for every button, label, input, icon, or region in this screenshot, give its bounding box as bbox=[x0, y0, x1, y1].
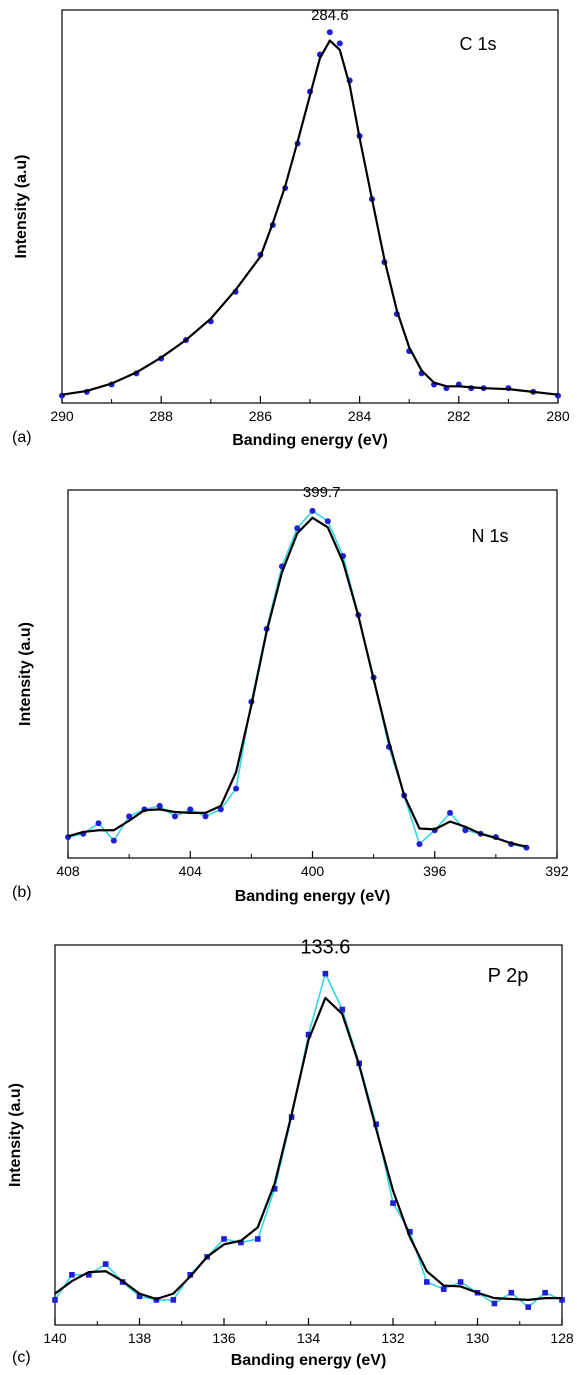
data-point bbox=[187, 1272, 193, 1278]
data-point bbox=[424, 1279, 430, 1285]
peak-label: 399.7 bbox=[303, 484, 341, 501]
data-point bbox=[136, 1293, 143, 1300]
data-point bbox=[221, 1236, 227, 1242]
x-tick-label: 396 bbox=[423, 863, 447, 879]
peak-label: 133.6 bbox=[300, 937, 350, 959]
x-tick-label: 134 bbox=[297, 1330, 321, 1346]
data-point bbox=[294, 525, 301, 532]
x-tick-label: 140 bbox=[43, 1330, 67, 1346]
panel-tag: (a) bbox=[12, 429, 32, 446]
x-tick-label: 404 bbox=[179, 863, 203, 879]
data-point bbox=[373, 1121, 379, 1128]
x-axis-label: Banding energy (eV) bbox=[231, 1352, 387, 1369]
raw-data-line bbox=[54, 971, 563, 1309]
data-point bbox=[525, 1304, 531, 1310]
data-point bbox=[416, 841, 423, 848]
data-point bbox=[407, 1228, 413, 1235]
data-point bbox=[102, 1261, 109, 1267]
data-point bbox=[271, 1185, 278, 1192]
x-tick-label: 408 bbox=[56, 863, 80, 879]
fit-curve bbox=[67, 516, 527, 848]
data-point bbox=[390, 1200, 396, 1206]
data-point bbox=[171, 813, 178, 820]
data-point bbox=[309, 507, 316, 514]
data-point bbox=[559, 1297, 565, 1303]
data-point bbox=[95, 820, 102, 827]
data-point bbox=[339, 1006, 346, 1013]
x-tick-label: 132 bbox=[381, 1330, 405, 1346]
spectrum-title: N 1s bbox=[471, 526, 508, 546]
x-tick-label: 392 bbox=[545, 863, 569, 879]
data-point bbox=[324, 518, 331, 525]
spectrum-title: P 2p bbox=[488, 965, 529, 987]
fit-curve bbox=[54, 996, 562, 1302]
x-axis-label: Banding energy (eV) bbox=[235, 888, 391, 905]
data-point bbox=[156, 802, 163, 809]
fit-curve bbox=[61, 39, 559, 396]
data-point bbox=[217, 806, 224, 813]
data-point bbox=[491, 1300, 498, 1307]
data-point bbox=[170, 1297, 177, 1303]
panel-b-n1s: 408 404 400 396 392 399.7 N 1s Banding energy (… bbox=[12, 484, 569, 905]
x-tick-label: 128 bbox=[550, 1330, 574, 1346]
x-tick-label: 400 bbox=[301, 863, 325, 879]
panel-tag: (c) bbox=[12, 1349, 31, 1366]
x-axis-label: Banding energy (eV) bbox=[232, 432, 388, 449]
x-tick-label: 284 bbox=[348, 408, 372, 424]
x-tick-label: 280 bbox=[546, 408, 570, 424]
x-tick-label: 288 bbox=[150, 408, 174, 424]
data-point bbox=[336, 40, 343, 47]
data-point bbox=[542, 1289, 548, 1296]
x-tick-label: 286 bbox=[249, 408, 273, 424]
data-point bbox=[462, 827, 469, 834]
plot-frame bbox=[61, 9, 559, 404]
data-point bbox=[447, 809, 454, 816]
data-point bbox=[440, 1286, 447, 1292]
y-axis-label: Intensity (a.u) bbox=[17, 622, 34, 726]
x-tick-label: 138 bbox=[128, 1330, 152, 1346]
panel-a-c1s: 290 288 286 284 282 280 284.6 C 1s Banding energ… bbox=[12, 7, 570, 449]
panel-c-p2p: 140 138 136 134 132 130 128 133.6 P 2p Banding en… bbox=[7, 937, 574, 1369]
data-point bbox=[238, 1239, 244, 1246]
data-point bbox=[457, 1279, 464, 1285]
data-point bbox=[326, 29, 333, 36]
data-point bbox=[202, 813, 209, 820]
data-point bbox=[508, 1289, 515, 1296]
data-point bbox=[255, 1236, 261, 1242]
data-point bbox=[233, 785, 240, 792]
y-axis-label: Intensity (a.u) bbox=[13, 154, 30, 258]
x-tick-label: 290 bbox=[50, 408, 74, 424]
data-point bbox=[52, 1297, 58, 1303]
raw-data-line bbox=[67, 509, 527, 849]
y-axis-label: Intensity (a.u) bbox=[7, 1083, 24, 1187]
spectrum-title: C 1s bbox=[459, 34, 496, 54]
panel-tag: (b) bbox=[12, 884, 32, 901]
peak-label: 284.6 bbox=[311, 7, 349, 24]
x-tick-label: 282 bbox=[447, 408, 471, 424]
data-point bbox=[187, 806, 194, 813]
data-point bbox=[69, 1272, 75, 1278]
data-point bbox=[305, 1031, 312, 1038]
data-point bbox=[322, 970, 329, 977]
data-point bbox=[110, 837, 117, 844]
data-point bbox=[86, 1272, 92, 1278]
x-tick-label: 136 bbox=[212, 1330, 236, 1346]
x-tick-label: 130 bbox=[466, 1330, 490, 1346]
data-point bbox=[126, 813, 133, 820]
plot-frame bbox=[54, 944, 563, 1326]
